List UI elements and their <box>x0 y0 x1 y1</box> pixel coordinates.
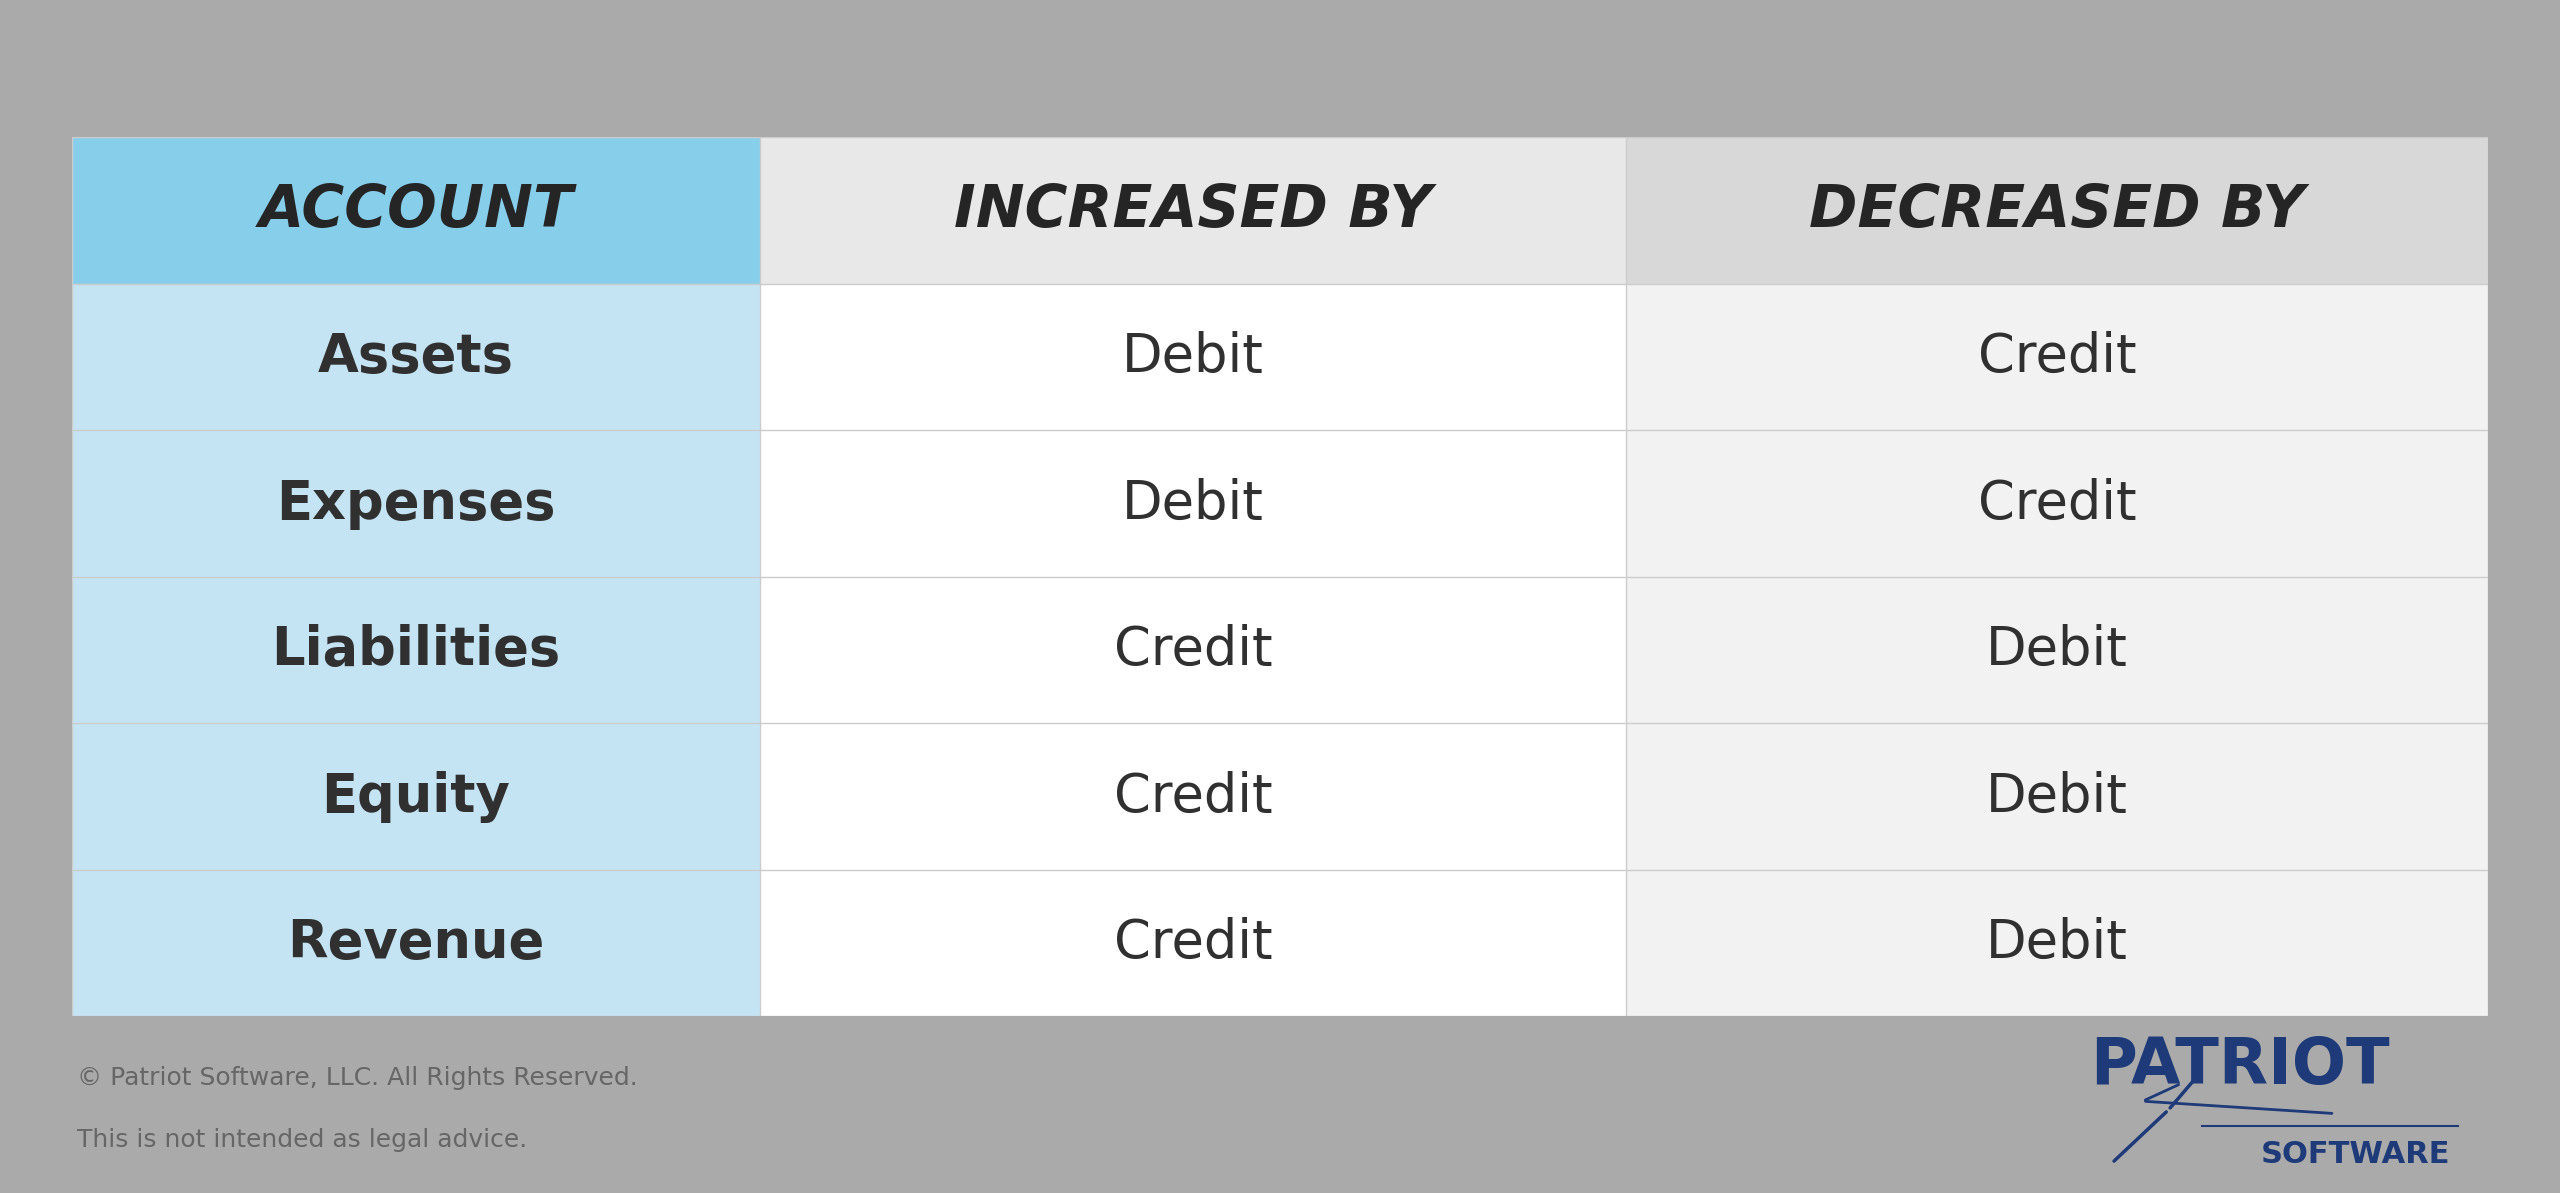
Bar <box>72 723 760 870</box>
Text: Credit: Credit <box>1979 330 2135 383</box>
Text: Debit: Debit <box>1121 477 1265 530</box>
Bar <box>1626 576 2488 723</box>
Text: Debit: Debit <box>1987 771 2127 823</box>
Bar <box>72 284 760 431</box>
Bar <box>1626 431 2488 576</box>
Bar <box>760 431 1626 576</box>
Text: Revenue: Revenue <box>287 917 545 969</box>
Bar <box>1626 137 2488 284</box>
Bar <box>760 870 1626 1016</box>
Bar <box>72 137 760 284</box>
Text: DECREASED BY: DECREASED BY <box>1810 183 2304 239</box>
Bar <box>72 870 760 1016</box>
Text: Debit: Debit <box>1121 330 1265 383</box>
Bar <box>760 723 1626 870</box>
Text: Credit: Credit <box>1114 917 1272 969</box>
Bar <box>1626 870 2488 1016</box>
Text: Debit: Debit <box>1987 917 2127 969</box>
Bar <box>72 431 760 576</box>
Bar <box>1626 284 2488 431</box>
Text: Credit: Credit <box>1114 771 1272 823</box>
Bar <box>760 576 1626 723</box>
Text: INCREASED BY: INCREASED BY <box>955 183 1431 239</box>
Bar <box>72 576 760 723</box>
Bar <box>760 137 1626 284</box>
Text: Credit: Credit <box>1114 624 1272 676</box>
Text: Liabilities: Liabilities <box>271 624 561 676</box>
Text: © Patriot Software, LLC. All Rights Reserved.: © Patriot Software, LLC. All Rights Rese… <box>77 1067 637 1090</box>
Text: ACCOUNT: ACCOUNT <box>259 183 573 239</box>
Text: PATRIOT: PATRIOT <box>2089 1034 2391 1096</box>
Text: Expenses: Expenses <box>276 477 556 530</box>
Text: Credit: Credit <box>1979 477 2135 530</box>
Bar <box>1626 723 2488 870</box>
Text: Equity: Equity <box>323 771 509 823</box>
Bar <box>760 284 1626 431</box>
Text: Debit: Debit <box>1987 624 2127 676</box>
Text: This is not intended as legal advice.: This is not intended as legal advice. <box>77 1129 527 1152</box>
Text: Assets: Assets <box>317 330 515 383</box>
Text: SOFTWARE: SOFTWARE <box>2260 1139 2450 1169</box>
